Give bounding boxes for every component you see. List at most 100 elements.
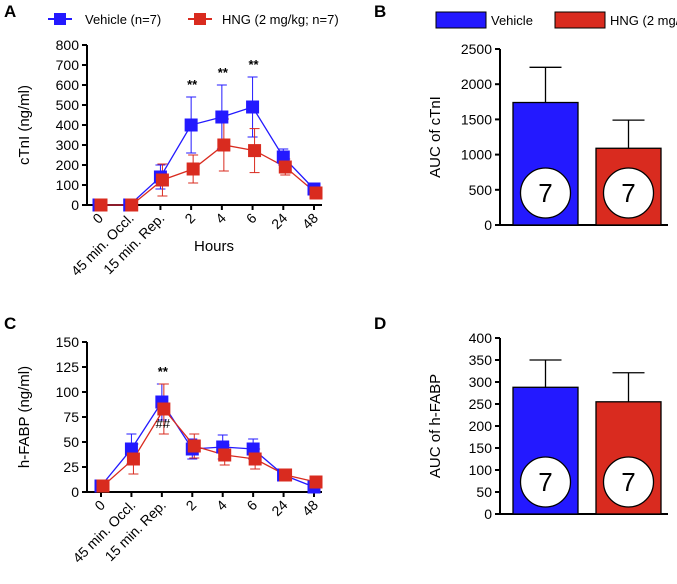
data-point-hng	[217, 138, 231, 152]
significance-annotation: **	[158, 364, 169, 379]
y-tick-label: 300	[56, 137, 80, 153]
data-point-hng	[278, 160, 292, 174]
x-tick-label: 2	[181, 210, 198, 227]
data-point-hng	[94, 198, 108, 212]
n-count-label: 7	[538, 178, 552, 208]
y-tick-label: 0	[484, 217, 492, 233]
data-point-hng	[279, 468, 293, 482]
y-tick-label: 350	[469, 352, 493, 368]
data-point-hng	[309, 186, 323, 200]
significance-annotation: **	[218, 65, 229, 80]
data-point-hng	[155, 173, 169, 187]
legend-bar-hng-swatch	[554, 11, 606, 29]
data-point-hng	[309, 475, 323, 489]
data-point-vehicle	[246, 100, 260, 114]
significance-annotation: ##	[156, 416, 171, 431]
x-axis-title: Hours	[194, 238, 234, 255]
y-tick-label: 50	[63, 434, 79, 450]
y-tick-label: 400	[469, 330, 493, 346]
y-tick-label: 75	[63, 409, 79, 425]
data-point-hng	[248, 452, 262, 466]
panel-letter-c: C	[4, 314, 16, 333]
y-tick-label: 0	[484, 506, 492, 522]
data-point-vehicle	[246, 442, 260, 456]
data-point-hng	[248, 144, 262, 158]
y-tick-label: 150	[56, 334, 80, 350]
legend-bar-vehicle-swatch	[435, 11, 487, 29]
y-tick-label: 400	[56, 117, 80, 133]
data-point-vehicle	[184, 118, 198, 132]
legend-hng-marker	[194, 13, 206, 25]
y-tick-label: 300	[469, 374, 493, 390]
data-point-hng	[96, 479, 110, 493]
chart-d-hfabp-auc-bars: 0 50 100 150 200 250 300 350 400 AUC of h-FABP 7 7	[427, 330, 668, 522]
legend-hng-label: HNG (2 mg/kg; n=7)	[222, 12, 339, 27]
x-tick-label: 0	[91, 497, 108, 514]
line-legend: Vehicle (n=7) HNG (2 mg/kg; n=7)	[48, 12, 339, 27]
y-tick-label: 500	[469, 182, 493, 198]
x-tick-label: 0	[89, 210, 106, 227]
significance-annotation: **	[187, 77, 198, 92]
x-tick-label: 4	[213, 497, 230, 514]
panel-letter-b: B	[374, 2, 386, 21]
x-tick-label: 24	[268, 210, 290, 232]
y-axis-title: h-FABP (ng/ml)	[16, 366, 33, 468]
y-tick-label: 150	[469, 440, 493, 456]
y-tick-label: 0	[71, 197, 79, 213]
chart-b-ctni-auc-bars: 0 500 1000 1500 2000 2500 AUC of cTnI 7 7	[427, 41, 668, 233]
data-point-hng	[218, 448, 232, 462]
significance-annotation: **	[249, 57, 260, 72]
panel-letter-a: A	[4, 2, 16, 21]
y-axis-title: AUC of cTnI	[427, 96, 444, 178]
data-point-hng	[186, 162, 200, 176]
x-tick-label: 24	[268, 497, 290, 519]
y-axis-title: cTnI (ng/ml)	[16, 85, 33, 165]
x-tick-label: 2	[183, 497, 200, 514]
y-tick-label: 25	[63, 459, 79, 475]
x-tick-label: 4	[212, 210, 229, 227]
n-circle	[519, 167, 572, 219]
legend-bar-hng-label: HNG (2 mg/kg)	[610, 13, 677, 28]
x-tick-label: 6	[243, 210, 260, 227]
y-tick-label: 800	[56, 37, 80, 53]
data-point-vehicle	[124, 442, 138, 456]
bar-legend: Vehicle HNG (2 mg/kg)	[435, 11, 677, 29]
n-count-label: 7	[621, 467, 635, 497]
x-tick-label: 48	[299, 210, 321, 232]
legend-vehicle-label: Vehicle (n=7)	[85, 12, 161, 27]
y-tick-label: 1000	[461, 147, 492, 163]
n-count-label: 7	[538, 467, 552, 497]
y-tick-label: 100	[56, 177, 80, 193]
y-tick-label: 700	[56, 57, 80, 73]
y-tick-label: 500	[56, 97, 80, 113]
x-tick-label: 48	[299, 497, 321, 519]
data-point-hng	[157, 402, 171, 416]
n-count-label: 7	[621, 178, 635, 208]
n-circle	[519, 456, 572, 508]
legend-vehicle-marker	[54, 13, 66, 25]
y-tick-label: 0	[71, 484, 79, 500]
y-tick-label: 600	[56, 77, 80, 93]
data-point-hng	[125, 198, 139, 212]
n-circle	[602, 167, 655, 219]
y-tick-label: 200	[56, 157, 80, 173]
y-tick-label: 2500	[461, 41, 492, 57]
y-tick-label: 100	[56, 384, 80, 400]
y-tick-label: 1500	[461, 111, 492, 127]
x-tick-label: 6	[243, 497, 260, 514]
y-tick-label: 200	[469, 418, 493, 434]
legend-bar-vehicle-label: Vehicle	[491, 13, 533, 28]
n-circle	[602, 456, 655, 508]
y-tick-label: 50	[476, 484, 492, 500]
data-point-vehicle	[276, 150, 290, 164]
y-tick-label: 2000	[461, 76, 492, 92]
y-tick-label: 125	[56, 359, 80, 375]
data-point-hng	[187, 439, 201, 453]
y-tick-label: 250	[469, 396, 493, 412]
data-point-vehicle	[215, 110, 229, 124]
y-axis-title: AUC of h-FABP	[427, 374, 444, 478]
y-tick-label: 100	[469, 462, 493, 478]
